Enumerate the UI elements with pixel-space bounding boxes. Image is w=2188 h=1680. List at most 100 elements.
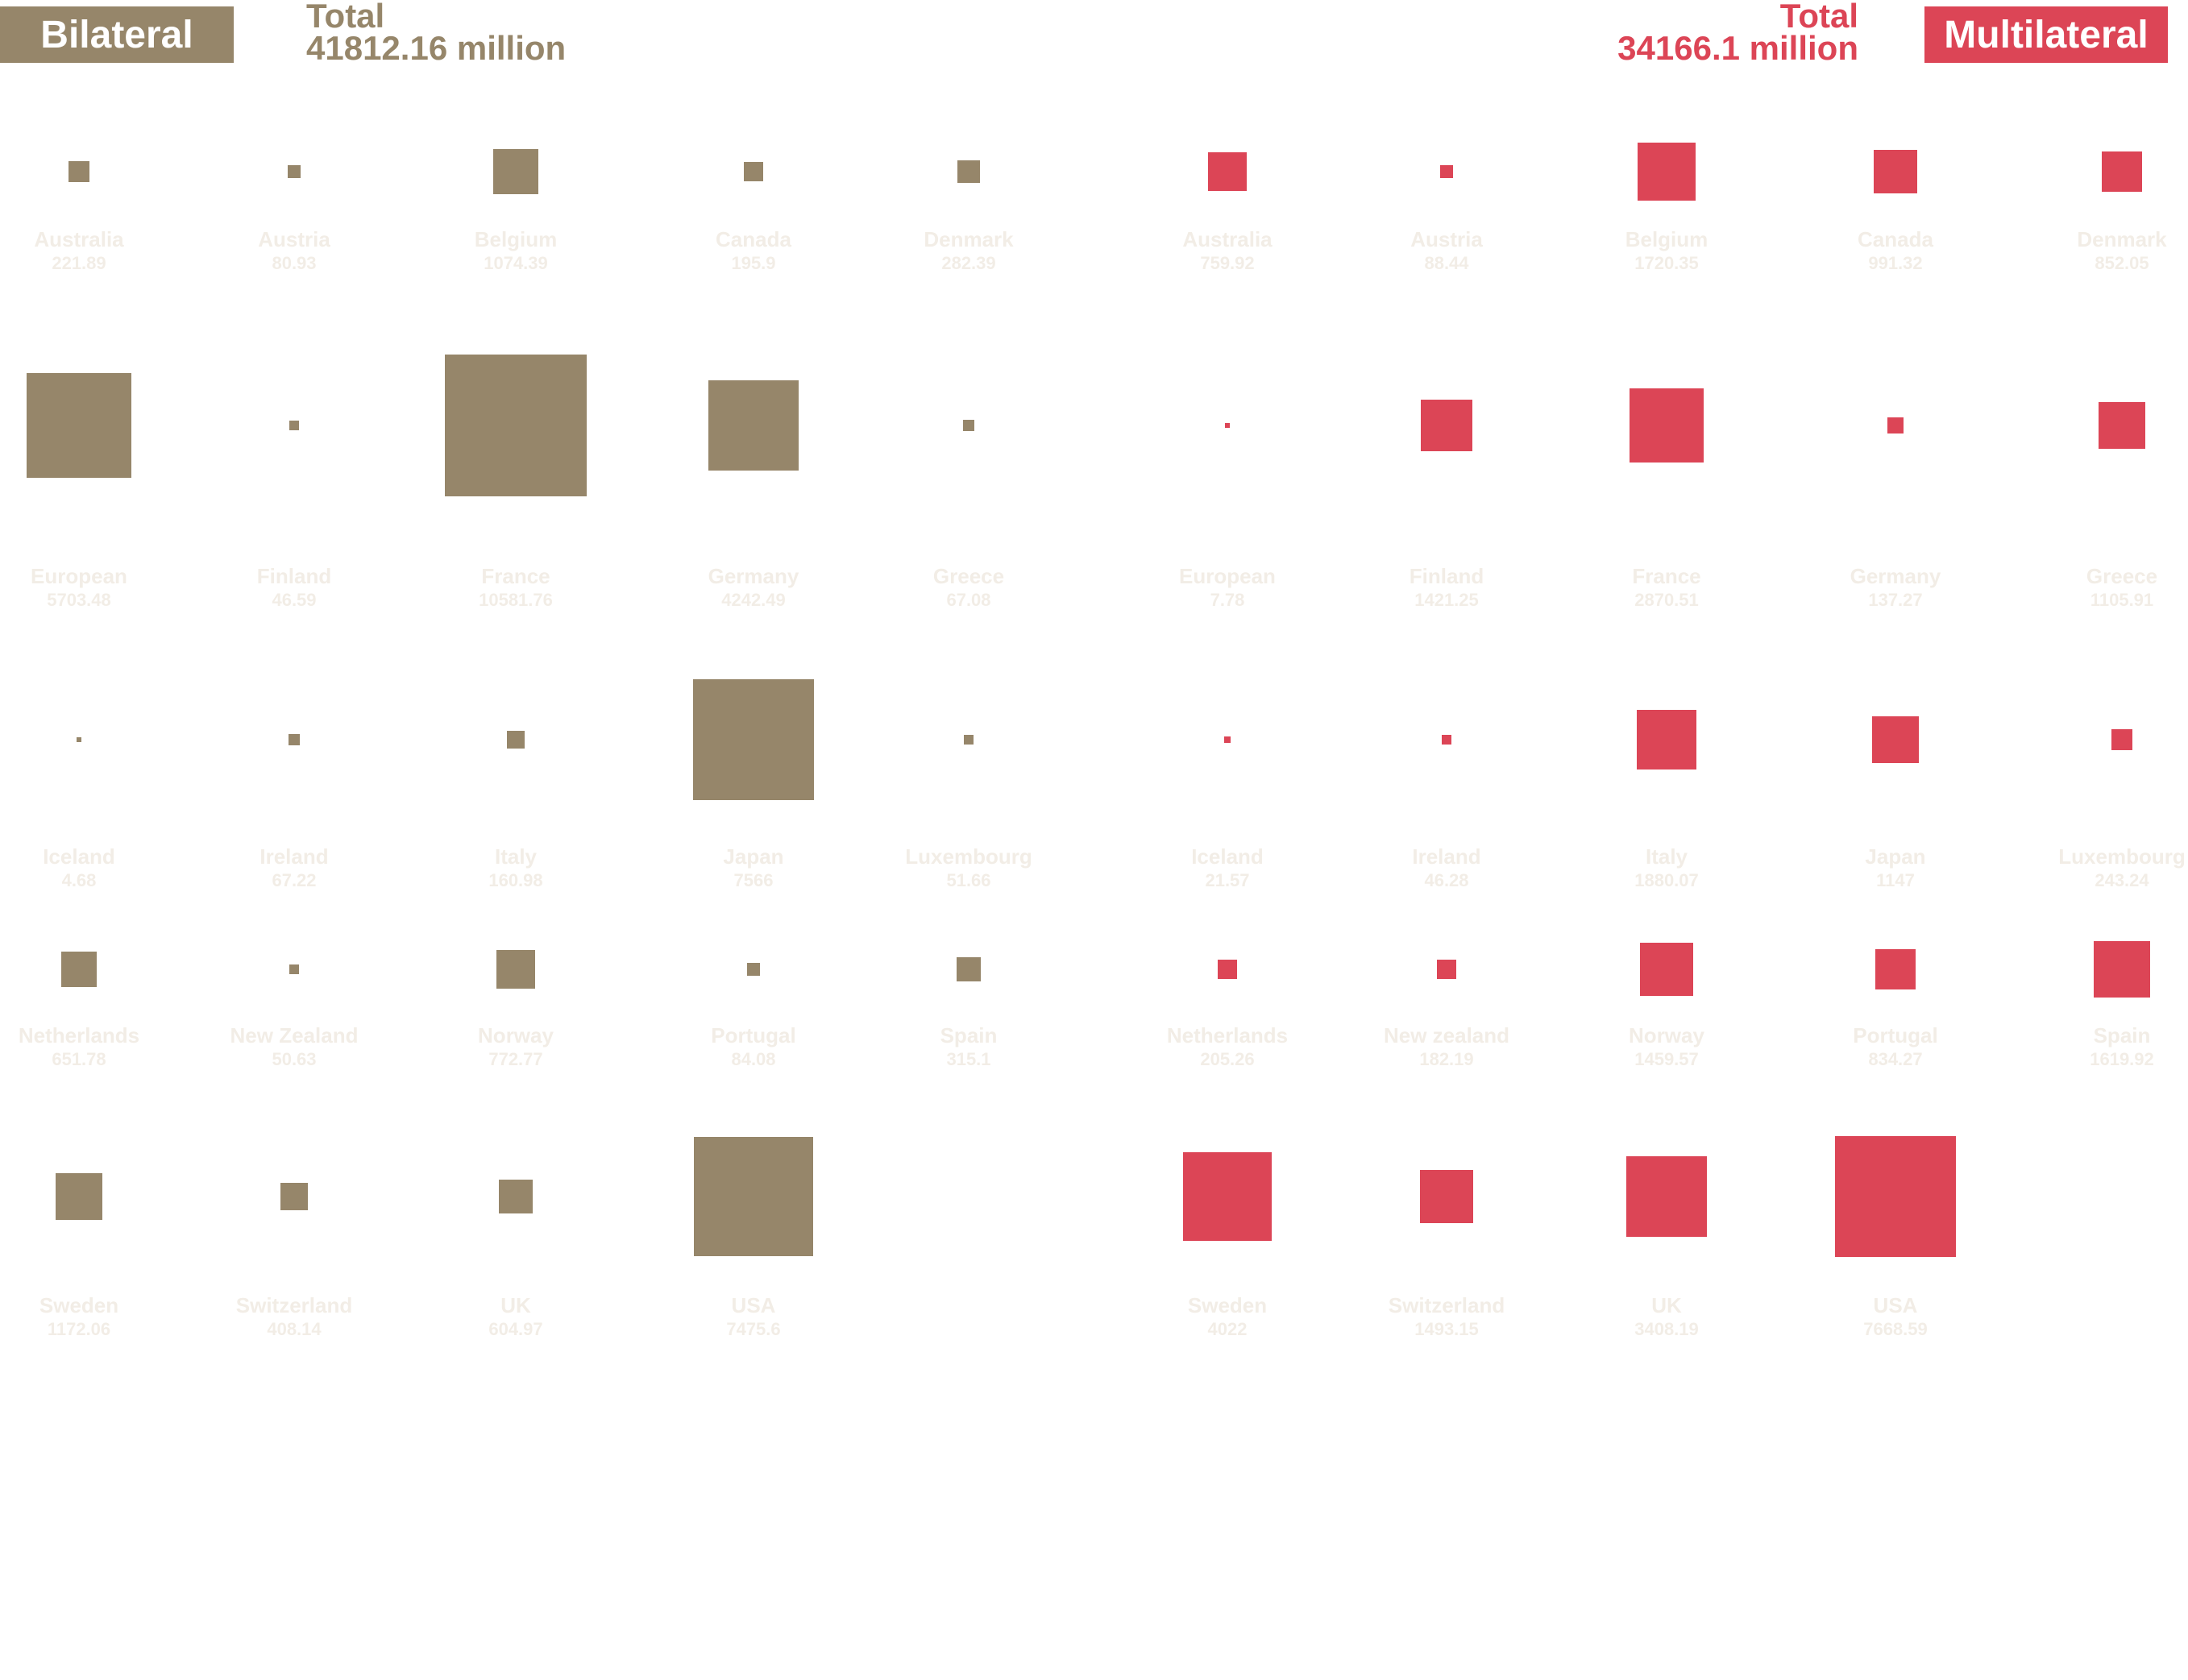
value-label: 46.59 xyxy=(272,590,317,610)
value-label: 182.19 xyxy=(1419,1049,1474,1069)
country-label: France xyxy=(481,564,550,588)
country-label: Austria xyxy=(258,227,330,251)
value-label: 1720.35 xyxy=(1634,253,1699,273)
value-label: 991.32 xyxy=(1868,253,1923,273)
bilateral-square xyxy=(693,1136,814,1257)
value-label: 282.39 xyxy=(941,253,996,273)
country-label: Canada xyxy=(716,227,791,251)
bilateral-square xyxy=(289,964,300,975)
bilateral-square xyxy=(496,950,535,989)
multilateral-square xyxy=(1224,736,1231,743)
country-label: Luxembourg xyxy=(2058,844,2186,869)
country-label: Denmark xyxy=(924,227,1014,251)
multilateral-square xyxy=(1225,423,1230,428)
country-label: Japan xyxy=(723,844,784,869)
country-label: Sweden xyxy=(39,1293,119,1317)
value-label: 67.08 xyxy=(946,590,991,610)
country-label: Germany xyxy=(708,564,799,588)
country-label: Portugal xyxy=(711,1023,796,1047)
multilateral-total-value: 34166.1 million xyxy=(1617,29,1858,67)
country-label: Canada xyxy=(1858,227,1933,251)
value-label: 137.27 xyxy=(1868,590,1923,610)
multilateral-square xyxy=(1625,1155,1708,1238)
multilateral-square xyxy=(1208,152,1247,191)
multilateral-square xyxy=(1419,1169,1474,1224)
value-label: 852.05 xyxy=(2095,253,2149,273)
multilateral-square xyxy=(1183,1152,1272,1241)
multilateral-square xyxy=(2101,151,2143,193)
bilateral-square xyxy=(956,956,982,982)
country-label: Finland xyxy=(1409,564,1484,588)
bilateral-square xyxy=(507,731,525,749)
value-label: 315.1 xyxy=(946,1049,991,1069)
country-label: Portugal xyxy=(1853,1023,1938,1047)
country-label: Switzerland xyxy=(235,1293,353,1317)
country-label: Netherlands xyxy=(1166,1023,1289,1047)
value-label: 51.66 xyxy=(946,870,991,890)
value-label: 651.78 xyxy=(52,1049,106,1069)
value-label: 243.24 xyxy=(2095,870,2149,890)
country-label: Sweden xyxy=(1187,1293,1268,1317)
value-label: 1421.25 xyxy=(1414,590,1479,610)
value-label: 4242.49 xyxy=(721,590,786,610)
country-label: Denmark xyxy=(2077,227,2167,251)
country-label: Switzerland xyxy=(1388,1293,1505,1317)
value-label: 604.97 xyxy=(488,1319,543,1339)
bilateral-square xyxy=(492,148,539,195)
bilateral-total-label: Total xyxy=(306,0,385,35)
bilateral-square xyxy=(289,421,299,430)
multilateral-square xyxy=(1437,960,1456,979)
value-label: 160.98 xyxy=(488,870,543,890)
country-label: Australia xyxy=(1182,227,1273,251)
bilateral-square xyxy=(743,161,764,182)
country-label: Greece xyxy=(2086,564,2158,588)
country-label: UK xyxy=(1651,1293,1682,1317)
country-label: UK xyxy=(500,1293,531,1317)
value-label: 5703.48 xyxy=(47,590,111,610)
multilateral-badge: Multilateral xyxy=(1924,6,2168,63)
value-label: 4022 xyxy=(1207,1319,1248,1339)
country-label: Ireland xyxy=(1412,844,1481,869)
country-label: Belgium xyxy=(1625,227,1708,251)
value-label: 1172.06 xyxy=(47,1319,111,1339)
country-label: Norway xyxy=(478,1023,554,1047)
value-label: 1147 xyxy=(1876,870,1915,890)
bilateral-square xyxy=(61,952,97,987)
bilateral-total-value: 41812.16 million xyxy=(306,29,567,67)
bilateral-square xyxy=(963,734,974,745)
value-label: 7566 xyxy=(733,870,774,890)
multilateral-square xyxy=(1638,143,1696,201)
value-label: 46.28 xyxy=(1424,870,1469,890)
value-label: 221.89 xyxy=(52,253,106,273)
country-label: Australia xyxy=(34,227,124,251)
country-label: Iceland xyxy=(1191,844,1264,869)
bilateral-square xyxy=(77,737,81,742)
multilateral-square xyxy=(1834,1135,1957,1258)
country-label: Iceland xyxy=(43,844,115,869)
value-label: 408.14 xyxy=(267,1319,322,1339)
country-label: Ireland xyxy=(259,844,329,869)
value-label: 88.44 xyxy=(1424,253,1469,273)
country-label: Luxembourg xyxy=(905,844,1032,869)
country-label: Netherlands xyxy=(18,1023,140,1047)
bilateral-square xyxy=(693,679,814,800)
multilateral-square xyxy=(1420,399,1473,452)
multilateral-square xyxy=(1887,417,1904,434)
bilateral-square xyxy=(957,160,981,184)
bilateral-square xyxy=(69,161,89,182)
multilateral-square xyxy=(1636,709,1697,770)
value-label: 1459.57 xyxy=(1634,1049,1699,1069)
country-label: Italy xyxy=(494,844,538,869)
value-label: 759.92 xyxy=(1200,253,1255,273)
value-label: 67.22 xyxy=(272,870,317,890)
country-label: Japan xyxy=(1865,844,1926,869)
bilateral-square xyxy=(962,419,975,432)
country-label: Spain xyxy=(2093,1023,2151,1047)
bilateral-square xyxy=(288,733,301,746)
multilateral-square xyxy=(2099,402,2145,449)
value-label: 1880.07 xyxy=(1634,870,1699,890)
value-label: 3408.19 xyxy=(1634,1319,1699,1339)
country-label: Germany xyxy=(1850,564,1941,588)
value-label: 7668.59 xyxy=(1863,1319,1928,1339)
